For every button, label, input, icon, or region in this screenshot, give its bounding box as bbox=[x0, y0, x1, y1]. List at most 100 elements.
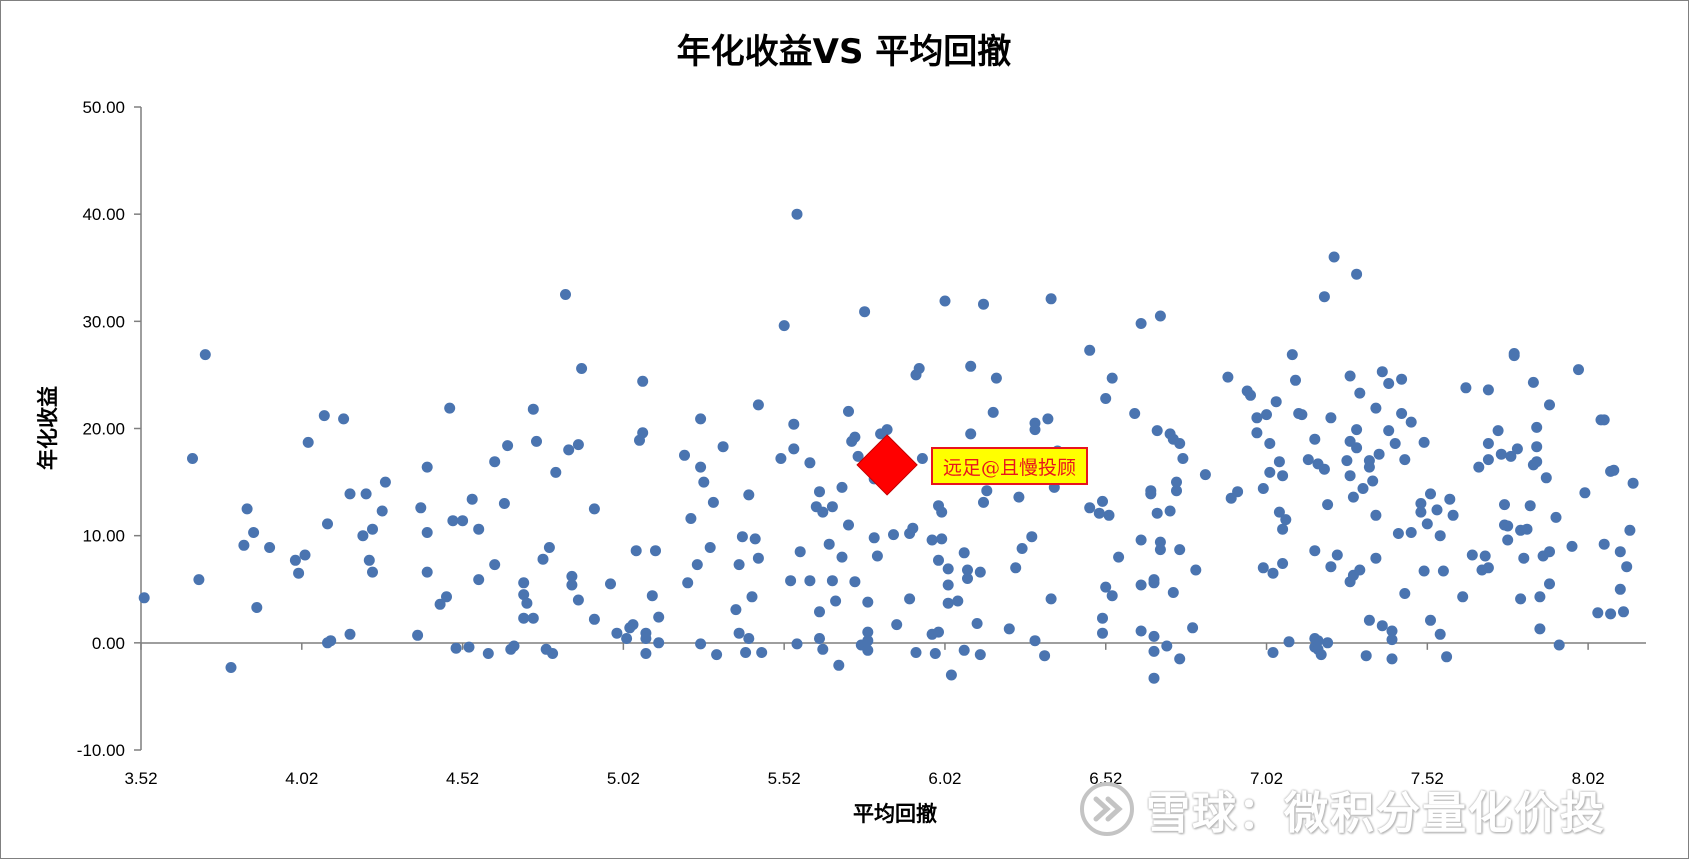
data-point bbox=[1608, 464, 1620, 476]
data-point bbox=[775, 453, 787, 464]
data-point bbox=[1347, 491, 1359, 503]
data-point bbox=[1351, 424, 1363, 436]
x-tick-label: 3.52 bbox=[124, 769, 157, 788]
data-point bbox=[450, 642, 462, 654]
data-point bbox=[1171, 476, 1182, 488]
data-point bbox=[264, 542, 276, 553]
data-point bbox=[1415, 498, 1427, 509]
data-point bbox=[1045, 593, 1057, 605]
data-point bbox=[1029, 635, 1041, 647]
data-point bbox=[653, 611, 665, 623]
x-tick-label: 7.02 bbox=[1250, 769, 1283, 788]
data-point bbox=[1151, 425, 1163, 437]
data-point bbox=[958, 547, 970, 559]
data-point bbox=[933, 554, 944, 566]
data-point bbox=[843, 519, 854, 531]
data-point bbox=[1425, 488, 1436, 500]
data-point bbox=[1434, 628, 1446, 640]
data-point bbox=[752, 552, 764, 564]
data-point bbox=[1129, 408, 1141, 419]
data-point bbox=[791, 208, 803, 220]
data-point bbox=[1277, 523, 1289, 535]
data-point bbox=[1544, 399, 1555, 411]
data-point bbox=[560, 289, 571, 300]
data-point bbox=[1322, 499, 1334, 511]
y-tick-label: 20.00 bbox=[82, 420, 125, 439]
data-point bbox=[1351, 268, 1363, 280]
data-point bbox=[322, 518, 333, 530]
data-point bbox=[502, 440, 514, 452]
data-point bbox=[1344, 370, 1356, 382]
data-point bbox=[1592, 607, 1604, 619]
data-point bbox=[1084, 344, 1096, 356]
data-point bbox=[1331, 549, 1343, 561]
data-point bbox=[1174, 544, 1186, 556]
data-point bbox=[1309, 433, 1321, 445]
data-point bbox=[1502, 520, 1514, 532]
data-point bbox=[1177, 453, 1189, 464]
data-point bbox=[679, 449, 690, 461]
data-point bbox=[1100, 393, 1112, 404]
data-point bbox=[1482, 562, 1494, 574]
data-point bbox=[1093, 507, 1105, 519]
data-point bbox=[868, 532, 880, 544]
data-point bbox=[971, 618, 983, 629]
data-point bbox=[830, 595, 842, 607]
y-ticks: 50.00 40.00 30.00 20.00 10.00 0.00 -10.00 bbox=[77, 98, 141, 760]
data-point bbox=[563, 444, 575, 456]
data-point bbox=[1466, 549, 1478, 561]
data-point bbox=[990, 372, 1002, 384]
data-point bbox=[965, 428, 977, 440]
data-point bbox=[788, 443, 800, 455]
data-point bbox=[698, 476, 710, 488]
x-tick-label: 7.52 bbox=[1411, 769, 1444, 788]
data-point bbox=[682, 577, 694, 589]
data-point bbox=[1360, 650, 1372, 662]
data-point bbox=[421, 461, 433, 473]
data-point bbox=[1441, 651, 1453, 663]
data-point bbox=[1614, 583, 1626, 595]
data-point bbox=[1614, 546, 1626, 558]
data-point bbox=[1457, 591, 1469, 603]
data-point bbox=[833, 659, 845, 671]
data-point bbox=[736, 531, 748, 543]
data-point bbox=[1447, 509, 1459, 521]
data-point bbox=[962, 564, 973, 576]
data-point bbox=[1386, 634, 1398, 646]
data-point bbox=[187, 453, 198, 464]
data-point bbox=[1106, 590, 1118, 602]
data-point bbox=[1544, 578, 1555, 590]
data-point bbox=[942, 579, 954, 591]
data-point bbox=[1521, 523, 1533, 535]
data-point bbox=[1148, 645, 1160, 657]
data-point bbox=[1039, 650, 1051, 662]
data-point bbox=[1113, 551, 1125, 563]
x-tick-label: 4.52 bbox=[446, 769, 479, 788]
data-point bbox=[138, 592, 150, 604]
data-point bbox=[785, 575, 797, 587]
data-point bbox=[363, 554, 375, 566]
data-point bbox=[1270, 396, 1282, 408]
data-point bbox=[756, 647, 768, 658]
data-point bbox=[1148, 577, 1160, 589]
data-point bbox=[248, 527, 260, 538]
data-point bbox=[360, 488, 372, 500]
data-point bbox=[1199, 469, 1211, 481]
y-tick-label: 50.00 bbox=[82, 98, 125, 117]
data-point bbox=[1627, 477, 1639, 489]
data-point bbox=[1540, 472, 1552, 484]
data-point bbox=[1084, 502, 1096, 514]
x-tick-label: 8.02 bbox=[1572, 769, 1605, 788]
data-point bbox=[1511, 443, 1523, 455]
data-point bbox=[576, 363, 588, 374]
data-point bbox=[704, 542, 716, 553]
data-point bbox=[1325, 561, 1337, 573]
data-point bbox=[547, 648, 559, 659]
data-point bbox=[1232, 486, 1244, 498]
snowball-logo-icon bbox=[1080, 782, 1134, 836]
data-point bbox=[1357, 483, 1369, 494]
data-point bbox=[1171, 485, 1182, 497]
data-point bbox=[415, 502, 427, 514]
data-point bbox=[1318, 291, 1330, 303]
